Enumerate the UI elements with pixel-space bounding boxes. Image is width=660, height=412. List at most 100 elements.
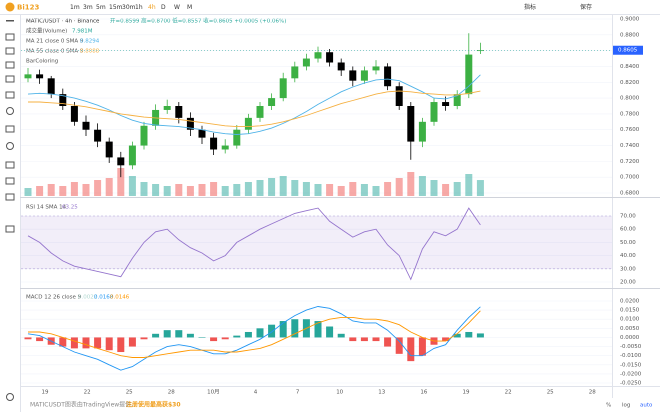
macd-hist-bar	[105, 337, 113, 351]
tool-icon[interactable]	[5, 91, 15, 99]
interval-button[interactable]: W	[174, 4, 180, 11]
tool-icon[interactable]	[5, 177, 15, 185]
interval-button[interactable]: 3m	[83, 4, 93, 11]
macd-hist-bar	[279, 321, 287, 338]
candle-body	[210, 137, 218, 150]
volume-bar	[453, 182, 461, 196]
candle-body	[117, 157, 125, 166]
x-tick-label: 10	[336, 390, 343, 396]
volume-bar	[244, 182, 252, 196]
volume-bar	[314, 184, 322, 196]
volume-bar	[372, 186, 380, 196]
candle-body	[476, 50, 484, 52]
tool-icon[interactable]	[6, 142, 14, 150]
tool-icon[interactable]	[5, 161, 15, 169]
macd-hist-bar	[210, 337, 218, 342]
volume-bar	[360, 184, 368, 196]
x-tick-label: 16	[420, 390, 427, 396]
y-tick-label: 0.0200	[620, 299, 640, 305]
legend-barcoloring: BarColoring	[26, 59, 58, 65]
tool-icon[interactable]	[6, 393, 14, 401]
x-tick-label: 19	[42, 390, 49, 396]
macd-hist-value: 0.0022	[78, 295, 97, 301]
auto-toggle[interactable]: auto	[640, 403, 653, 409]
tool-icon[interactable]	[5, 75, 15, 83]
candle-body	[233, 129, 241, 146]
tool-icon[interactable]	[6, 107, 14, 115]
candle-body	[70, 106, 78, 122]
volume-bar	[337, 186, 345, 196]
footer-promo[interactable]: 注册使用最高获$30	[126, 401, 181, 409]
rsi-value: 63.25	[62, 205, 78, 211]
candle-body	[82, 121, 90, 130]
x-tick-label: 25	[547, 390, 554, 396]
interval-button[interactable]: 5m	[96, 4, 106, 11]
volume-bar	[430, 180, 438, 196]
indicators-button[interactable]: 指标	[524, 3, 536, 11]
ma21-line	[27, 74, 481, 135]
volume-bar	[198, 184, 206, 196]
tool-icon[interactable]	[5, 33, 15, 41]
x-tick-label: 22	[505, 390, 512, 396]
volume-bar	[302, 182, 310, 196]
tool-icon[interactable]	[5, 225, 15, 233]
macd-hist-bar	[233, 335, 241, 338]
tool-icon[interactable]	[5, 193, 15, 201]
macd-hist-bar	[349, 337, 357, 342]
interval-button[interactable]: 1m	[70, 4, 80, 11]
candle-body	[430, 102, 438, 122]
volume-bar	[59, 186, 67, 196]
legend-ma55-value: 0.8088	[80, 49, 100, 55]
interval-button[interactable]: 15m	[109, 4, 123, 11]
tool-icon[interactable]	[5, 61, 15, 69]
x-tick-label: 4	[254, 390, 258, 396]
volume-bar	[47, 184, 55, 196]
candle-body	[163, 106, 171, 110]
x-tick-label: 25	[126, 390, 133, 396]
tool-icon[interactable]	[6, 20, 14, 22]
macd-hist-bar	[326, 326, 334, 338]
ma55-line	[28, 90, 481, 128]
volume-bar	[163, 186, 171, 196]
candle-body	[453, 94, 461, 106]
volume-bar	[82, 184, 90, 196]
logo-icon[interactable]	[5, 2, 15, 12]
macd-hist-bar	[418, 337, 426, 356]
macd-hist-bar	[442, 337, 450, 342]
y-tick-label: 0.8400	[620, 64, 640, 70]
macd-hist-bar	[186, 333, 194, 338]
volume-bar	[442, 184, 450, 196]
tool-icon[interactable]	[5, 125, 15, 133]
y-tick-label: 0.7600	[620, 127, 640, 133]
macd-hist-bar	[314, 321, 322, 338]
logo[interactable]: Bi123	[17, 4, 39, 12]
candle-body	[372, 66, 380, 71]
macd-hist-bar	[163, 330, 171, 338]
candle-body	[360, 70, 368, 81]
macd-hist-bar	[82, 337, 90, 349]
interval-button[interactable]: D	[161, 4, 166, 11]
candle-body	[442, 102, 450, 106]
interval-button[interactable]: 1h	[135, 4, 143, 11]
macd-hist-bar	[256, 328, 264, 338]
y-tick-label: 50.00	[620, 240, 636, 246]
rsi-title: RSI 14 SMA 14	[26, 205, 67, 211]
interval-button[interactable]: 4h	[148, 4, 156, 11]
candle-body	[465, 54, 473, 95]
legend-ma21-value: 0.8294	[80, 39, 100, 45]
candle-body	[418, 121, 426, 142]
save-button[interactable]: 保存	[580, 3, 592, 11]
y-tick-label: 0.8000	[620, 96, 640, 102]
log-toggle[interactable]: log	[622, 403, 630, 409]
tool-icon[interactable]	[5, 47, 15, 55]
interval-button[interactable]: M	[187, 4, 192, 11]
percent-toggle[interactable]: %	[606, 403, 611, 409]
macd-hist-bar	[36, 337, 44, 342]
macd-hist-bar	[198, 337, 206, 338]
y-tick-label: -0.0200	[620, 371, 642, 377]
last-price-tag	[613, 45, 643, 55]
interval-button[interactable]: 30m	[122, 4, 136, 11]
x-tick-label: 10月	[207, 389, 220, 396]
volume-bar	[117, 168, 125, 196]
x-tick-label: 13	[378, 390, 385, 396]
